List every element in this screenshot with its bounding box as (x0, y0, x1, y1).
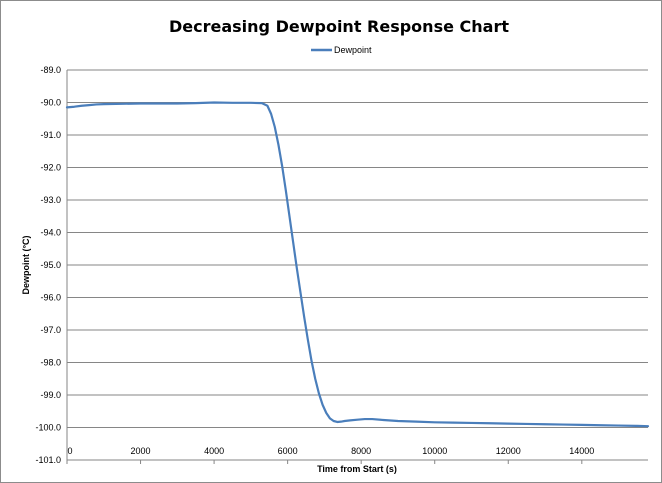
y-tick-label: -95.0 (40, 260, 61, 270)
y-tick-label: -98.0 (40, 358, 61, 368)
y-tick-label: -100.0 (35, 423, 61, 433)
x-tick-label: 0 (67, 446, 72, 456)
y-tick-label: -97.0 (40, 325, 61, 335)
y-tick-label: -90.0 (40, 98, 61, 108)
y-tick-label: -93.0 (40, 195, 61, 205)
legend: Dewpoint (311, 45, 372, 55)
y-tick-label: -92.0 (40, 163, 61, 173)
chart-title: Decreasing Dewpoint Response Chart (169, 17, 509, 36)
y-tick-label: -94.0 (40, 228, 61, 238)
x-tick-label: 6000 (278, 446, 298, 456)
x-tick-marks (66, 460, 583, 464)
grid-lines (67, 69, 648, 428)
series-group (65, 101, 650, 428)
y-tick-label: -89.0 (40, 65, 61, 75)
axes (66, 70, 648, 461)
x-tick-labels: 0 2000 4000 6000 8000 10000 12000 14000 (67, 446, 594, 456)
x-tick-label: 4000 (204, 446, 224, 456)
y-tick-labels: -89.0 -90.0 -91.0 -92.0 -93.0 -94.0 -95.0 -96.0… (35, 65, 61, 465)
x-tick-label: 2000 (131, 446, 151, 456)
x-tick-label: 14000 (569, 446, 594, 456)
y-axis-title: Dewpoint (°C) (21, 235, 31, 294)
x-tick-label: 12000 (496, 446, 521, 456)
y-tick-label: -99.0 (40, 390, 61, 400)
y-tick-label: -91.0 (40, 130, 61, 140)
legend-label-dewpoint: Dewpoint (334, 45, 372, 55)
y-tick-label: -96.0 (40, 293, 61, 303)
x-axis-title: Time from Start (s) (317, 464, 397, 474)
x-tick-label: 8000 (351, 446, 371, 456)
series-line-dewpoint (65, 101, 650, 428)
x-tick-label: 10000 (422, 446, 447, 456)
y-tick-label: -101.0 (35, 455, 61, 465)
